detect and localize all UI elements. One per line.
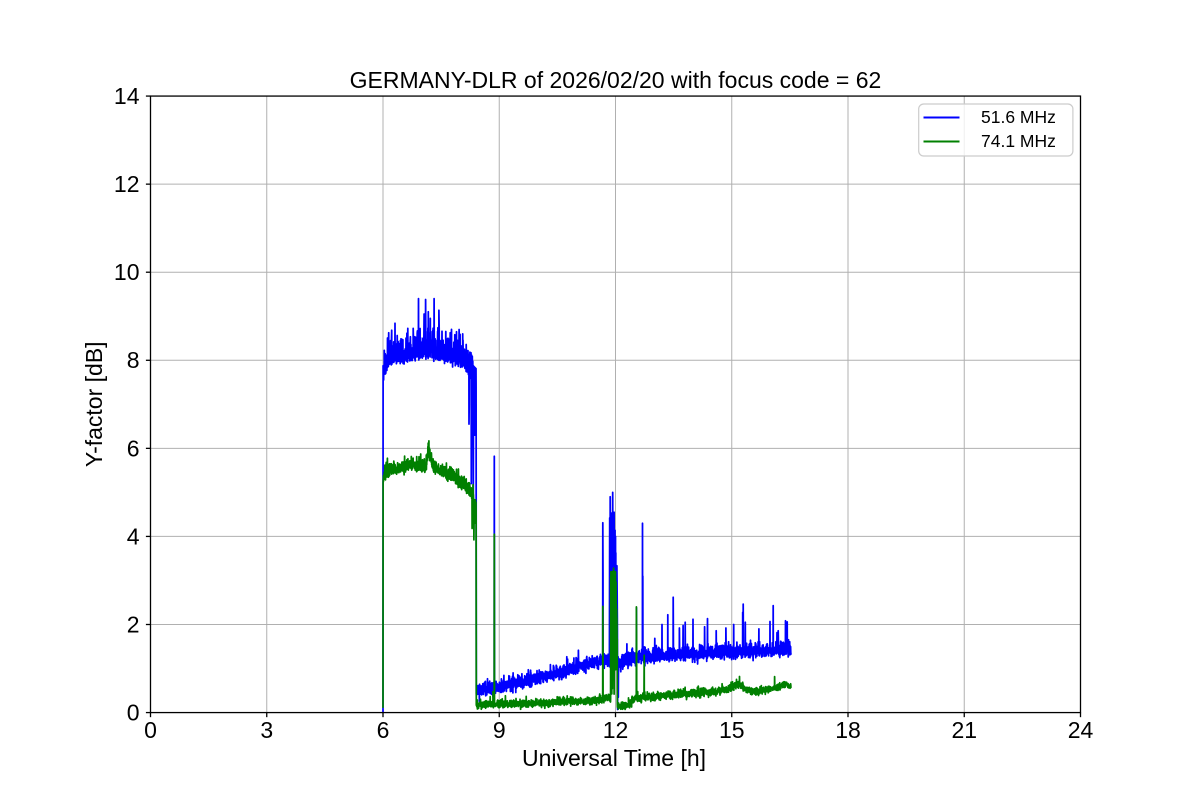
svg-text:3: 3 [260, 717, 273, 743]
svg-text:0: 0 [127, 699, 140, 725]
svg-text:24: 24 [1068, 717, 1094, 743]
svg-text:21: 21 [951, 717, 977, 743]
svg-text:GERMANY-DLR of 2026/02/20 with: GERMANY-DLR of 2026/02/20 with focus cod… [350, 67, 882, 93]
svg-text:18: 18 [835, 717, 861, 743]
svg-text:51.6 MHz: 51.6 MHz [981, 107, 1056, 127]
svg-text:14: 14 [114, 83, 140, 109]
svg-text:2: 2 [127, 611, 140, 637]
svg-text:12: 12 [114, 171, 140, 197]
svg-text:0: 0 [144, 717, 157, 743]
svg-text:74.1 MHz: 74.1 MHz [981, 131, 1056, 151]
svg-text:9: 9 [493, 717, 506, 743]
svg-text:4: 4 [127, 523, 140, 549]
svg-text:15: 15 [719, 717, 745, 743]
svg-text:6: 6 [377, 717, 390, 743]
svg-text:6: 6 [127, 435, 140, 461]
svg-text:Universal Time [h]: Universal Time [h] [522, 745, 706, 771]
svg-text:8: 8 [127, 347, 140, 373]
svg-text:12: 12 [603, 717, 629, 743]
svg-text:10: 10 [114, 259, 140, 285]
svg-text:Y-factor [dB]: Y-factor [dB] [81, 341, 107, 467]
